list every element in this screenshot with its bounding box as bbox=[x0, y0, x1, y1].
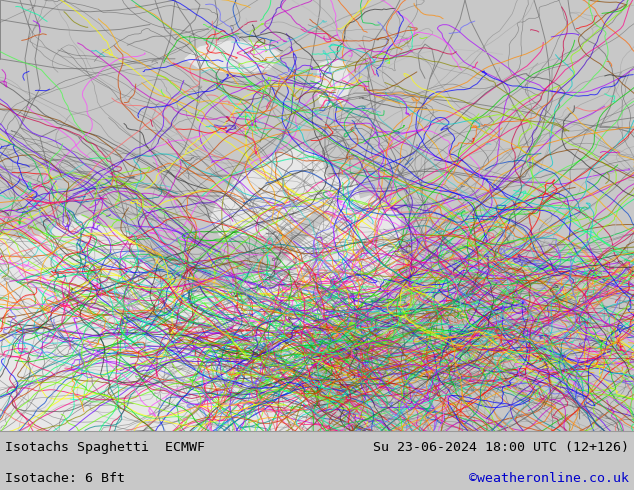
Text: ©weatheronline.co.uk: ©weatheronline.co.uk bbox=[469, 472, 629, 485]
Polygon shape bbox=[210, 147, 330, 235]
Polygon shape bbox=[315, 59, 350, 108]
Polygon shape bbox=[290, 176, 360, 216]
Polygon shape bbox=[185, 41, 280, 74]
Text: Su 23-06-2024 18:00 UTC (12+126): Su 23-06-2024 18:00 UTC (12+126) bbox=[373, 441, 629, 454]
Polygon shape bbox=[0, 196, 400, 431]
Text: Isotachs Spaghetti  ECMWF: Isotachs Spaghetti ECMWF bbox=[5, 441, 205, 454]
Text: Isotache: 6 Bft: Isotache: 6 Bft bbox=[5, 472, 125, 485]
